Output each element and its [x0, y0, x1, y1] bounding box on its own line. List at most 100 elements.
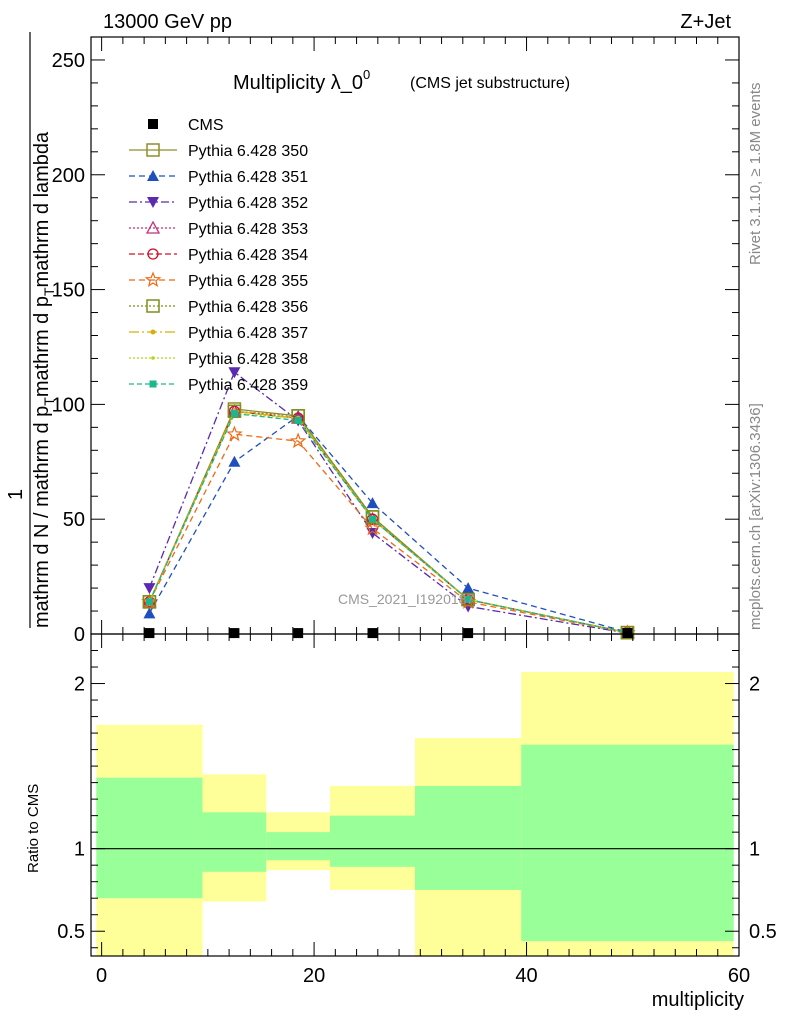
ratio-xtick-label: 40 — [515, 965, 537, 987]
main-ytick-label: 100 — [52, 394, 85, 416]
data-point-s6-1 — [226, 425, 243, 442]
ratio-ytick-label-right: 1 — [749, 839, 760, 861]
data-point-s6-2 — [289, 432, 307, 449]
data-point-s0-3 — [367, 628, 378, 639]
legend-label-1: Pythia 6.428 350 — [188, 143, 308, 160]
legend-marker-9 — [151, 356, 155, 360]
ratio-green-band-2 — [266, 832, 331, 861]
ratio-ytick-label: 2 — [74, 674, 85, 696]
legend-marker-3 — [147, 197, 159, 208]
legend-label-6: Pythia 6.428 355 — [188, 273, 308, 290]
main-ytick-label: 150 — [52, 280, 85, 302]
y-label-numerator: 1 — [5, 489, 27, 500]
chart-title: Multiplicity λ_00 — [233, 67, 370, 94]
data-point-s10-4 — [464, 596, 472, 604]
legend-label-5: Pythia 6.428 354 — [188, 247, 308, 264]
legend-marker-2 — [147, 170, 159, 181]
ratio-ytick-label: 0.5 — [57, 921, 85, 943]
data-point-s0-0 — [144, 628, 155, 639]
ratio-green-band-0 — [96, 777, 203, 899]
data-point-s2-1 — [228, 455, 241, 467]
data-point-s3-0 — [143, 583, 156, 595]
data-point-s10-2 — [294, 416, 302, 424]
series-line-2 — [148, 415, 628, 633]
rivet-label: Rivet 3.1.10, ≥ 1.8M events — [747, 83, 764, 266]
legend-marker-4 — [145, 220, 161, 234]
data-point-s0-2 — [293, 628, 304, 639]
data-point-s7-4 — [461, 592, 475, 607]
data-point-s3-1 — [228, 367, 241, 379]
legend-marker-5 — [147, 248, 159, 260]
watermark: CMS_2021_I1920187 — [338, 591, 474, 607]
y-label-sub-1: T — [41, 397, 57, 406]
ratio-xtick-label: 20 — [303, 965, 325, 987]
ratio-frame — [90, 633, 740, 957]
data-point-s0-5 — [622, 628, 633, 639]
series-0 — [144, 628, 633, 639]
y-label-part-2: mathrm d p — [31, 296, 53, 397]
data-point-s10-0 — [145, 598, 153, 606]
legend-marker-6 — [144, 271, 162, 288]
chart-subtitle: (CMS jet substructure) — [410, 75, 570, 92]
ratio-green-band-1 — [202, 812, 267, 872]
x-axis-label: multiplicity — [652, 989, 744, 1011]
ratio-y-label: Ratio to CMS — [25, 784, 42, 873]
data-point-s6-3 — [364, 519, 381, 536]
ratio-xtick-label: 0 — [96, 965, 107, 987]
data-point-s7-1 — [227, 404, 242, 419]
main-ytick-label: 200 — [52, 165, 85, 187]
y-label-denominator: mathrm d N / mathrm d pTmathrm d pTmathr… — [31, 131, 57, 628]
data-point-s10-1 — [230, 410, 238, 418]
legend-label-7: Pythia 6.428 356 — [188, 299, 308, 316]
ratio-ytick-label: 1 — [74, 839, 85, 861]
legend-marker-7 — [146, 299, 160, 313]
series-line-7 — [148, 410, 628, 634]
main-ytick-label: 0 — [74, 624, 85, 646]
y-label-part-1: mathrm d N / mathrm d p — [31, 406, 53, 628]
data-point-s5-3 — [366, 513, 379, 525]
series-line-10 — [148, 412, 628, 634]
series-line-3 — [148, 371, 628, 634]
header-right: Z+Jet — [680, 11, 731, 33]
main-ytick-label: 250 — [52, 50, 85, 72]
y-axis-label: 1 mathrm d N / mathrm d pTmathrm d pTmat… — [5, 32, 57, 628]
mcplots-label: mcplots.cern.ch [arXiv:1306.3436] — [747, 403, 764, 630]
data-point-s7-5 — [620, 625, 635, 640]
ratio-green-band-3 — [330, 815, 415, 867]
chart-title-main: Multiplicity λ_0 — [233, 72, 363, 94]
legend-marker-8 — [150, 329, 156, 335]
legend-marker-0 — [148, 119, 158, 129]
chart-title-sup: 0 — [363, 67, 370, 82]
data-point-s7-3 — [365, 510, 380, 524]
series-line-6 — [148, 433, 628, 634]
legend-label-9: Pythia 6.428 358 — [188, 351, 308, 368]
series-6 — [141, 425, 636, 640]
main-panel: 0 50 100 150 200 250 — [52, 36, 740, 646]
ratio-ytick-label-right: 0.5 — [749, 921, 777, 943]
legend-label-8: Pythia 6.428 357 — [188, 325, 308, 342]
ratio-green-band-4 — [415, 785, 522, 890]
data-point-s0-1 — [229, 628, 240, 639]
data-point-s7-0 — [142, 595, 157, 609]
data-point-s0-4 — [463, 628, 474, 639]
data-point-s2-4 — [462, 582, 475, 594]
legend-label-3: Pythia 6.428 352 — [188, 195, 308, 212]
data-point-s2-3 — [366, 497, 379, 509]
main-ytick-label: 50 — [63, 509, 85, 531]
legend-marker-10 — [149, 380, 157, 388]
data-point-s2-0 — [143, 607, 156, 619]
data-point-s10-3 — [369, 515, 377, 523]
ratio-xtick-label: 60 — [728, 965, 750, 987]
legend-label-4: Pythia 6.428 353 — [188, 221, 308, 238]
header-left: 13000 GeV pp — [103, 11, 232, 33]
legend: CMS Pythia 6.428 350 Pythia 6.428 351 Pythi… — [129, 117, 308, 394]
y-label-part-3: mathrm d lambda — [31, 131, 53, 287]
legend-label-2: Pythia 6.428 351 — [188, 169, 308, 186]
data-point-s5-0 — [143, 596, 156, 608]
ratio-panel: 0 20 40 60 0.5 0.5 1 1 2 2 — [57, 633, 777, 987]
legend-marker-1 — [146, 143, 160, 157]
legend-label-10: Pythia 6.428 359 — [188, 377, 308, 394]
ratio-green-band-5 — [521, 744, 734, 942]
y-label-sub-2: T — [41, 287, 57, 296]
